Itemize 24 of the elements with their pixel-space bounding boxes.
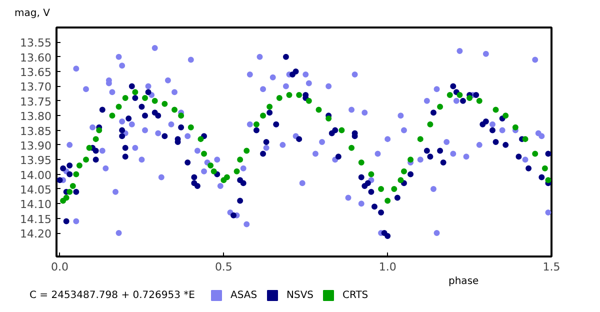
y-tick-label: 13.55 xyxy=(20,36,52,50)
y-tick-label: 14.05 xyxy=(20,183,52,196)
y-tick-label: 13.80 xyxy=(20,110,52,124)
x-tick-label: 0.5 xyxy=(214,260,232,274)
y-tick-label: 13.60 xyxy=(20,51,52,64)
y-axis-title: mag, V xyxy=(14,8,50,19)
y-tick-label: 13.85 xyxy=(20,124,52,138)
y-tick-label: 13.70 xyxy=(20,80,52,94)
legend-label: ASAS xyxy=(230,290,258,301)
y-tick-label: 14.00 xyxy=(20,168,52,182)
x-tick-label: 0.0 xyxy=(51,260,69,274)
legend-label: CRTS xyxy=(342,290,368,301)
y-tick-label: 13.90 xyxy=(20,139,52,152)
x-tick-label: 1.5 xyxy=(542,260,560,274)
y-tick-label: 13.95 xyxy=(20,154,52,168)
y-tick-label: 14.10 xyxy=(20,198,52,212)
text: C = 2453487.798 + 0.726953 *E xyxy=(30,290,195,301)
y-tick-label: 13.65 xyxy=(20,66,52,80)
x-axis-title: phase xyxy=(448,276,479,287)
x-tick-label: 1.0 xyxy=(378,260,396,274)
y-tick-label: 14.20 xyxy=(20,228,52,241)
legend-label: NSVS xyxy=(286,290,314,301)
y-tick-label: 13.75 xyxy=(20,95,52,108)
y-tick-label: 14.15 xyxy=(20,212,52,226)
